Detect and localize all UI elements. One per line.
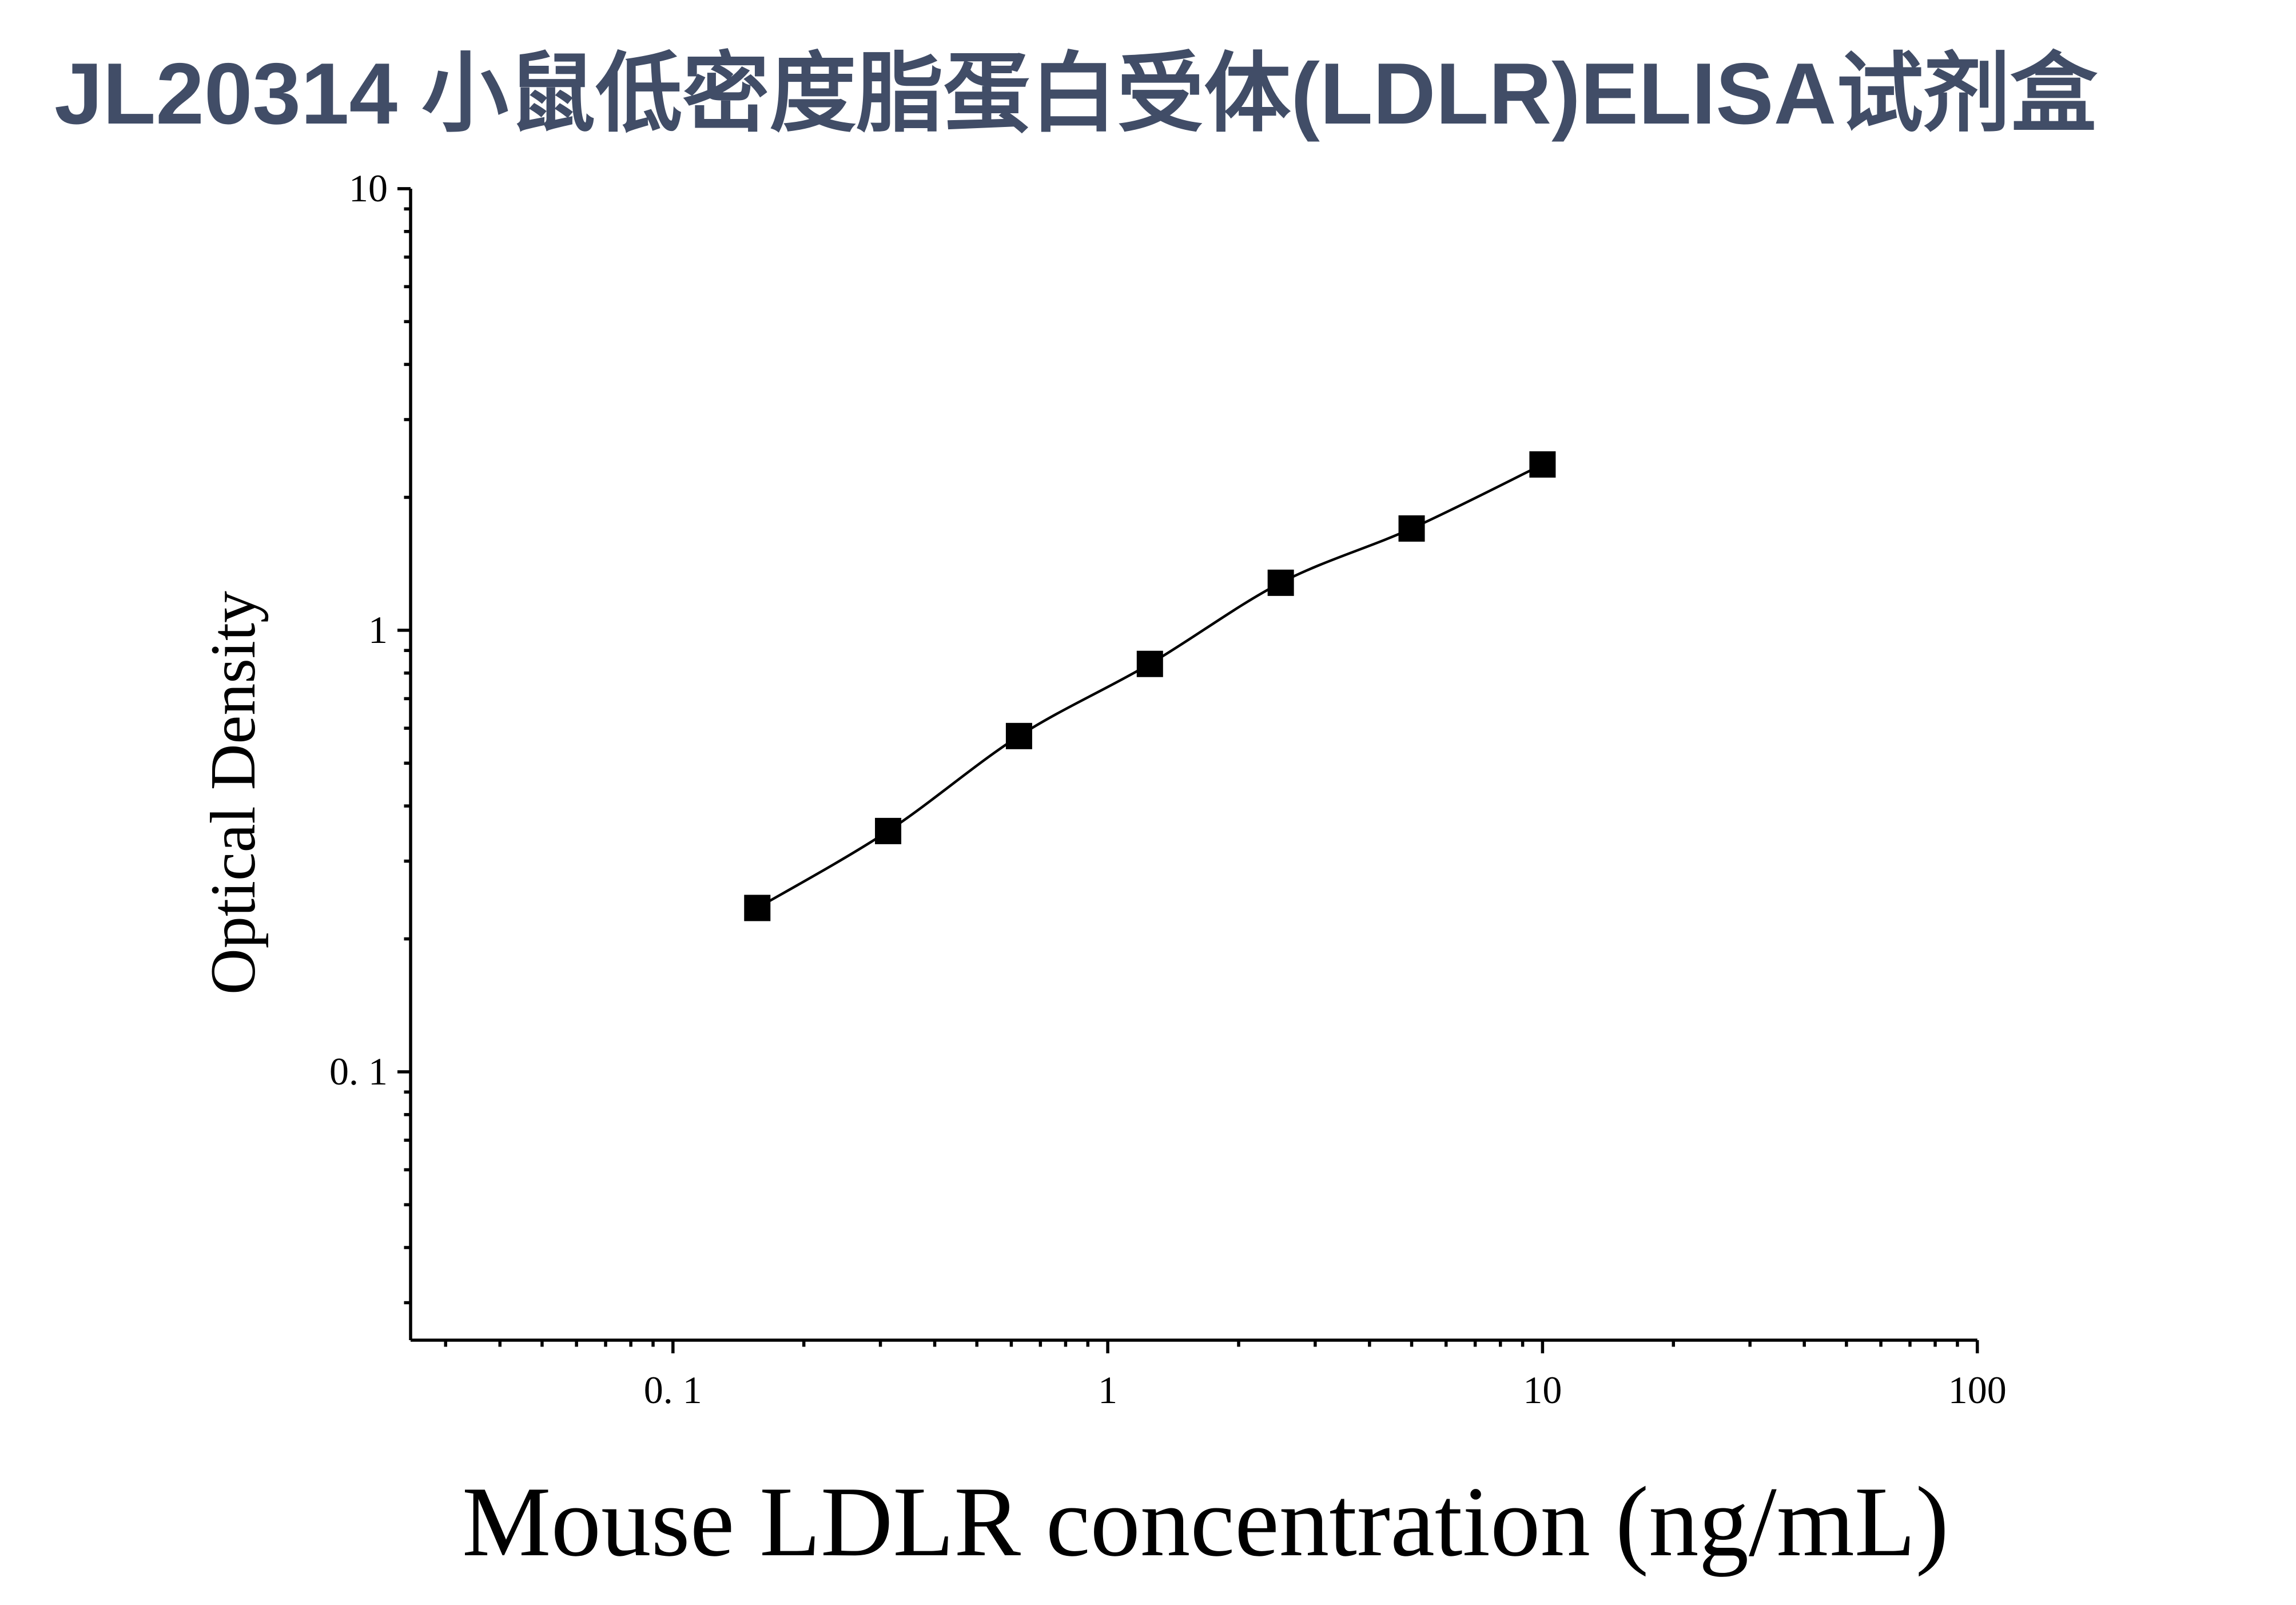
svg-text:1: 1 [368, 608, 388, 651]
svg-text:0. 1: 0. 1 [329, 1050, 388, 1093]
svg-text:10: 10 [1523, 1368, 1562, 1412]
svg-text:10: 10 [349, 166, 388, 210]
svg-text:0. 1: 0. 1 [644, 1368, 702, 1412]
svg-text:100: 100 [1948, 1368, 2007, 1412]
svg-text:1: 1 [1098, 1368, 1117, 1412]
